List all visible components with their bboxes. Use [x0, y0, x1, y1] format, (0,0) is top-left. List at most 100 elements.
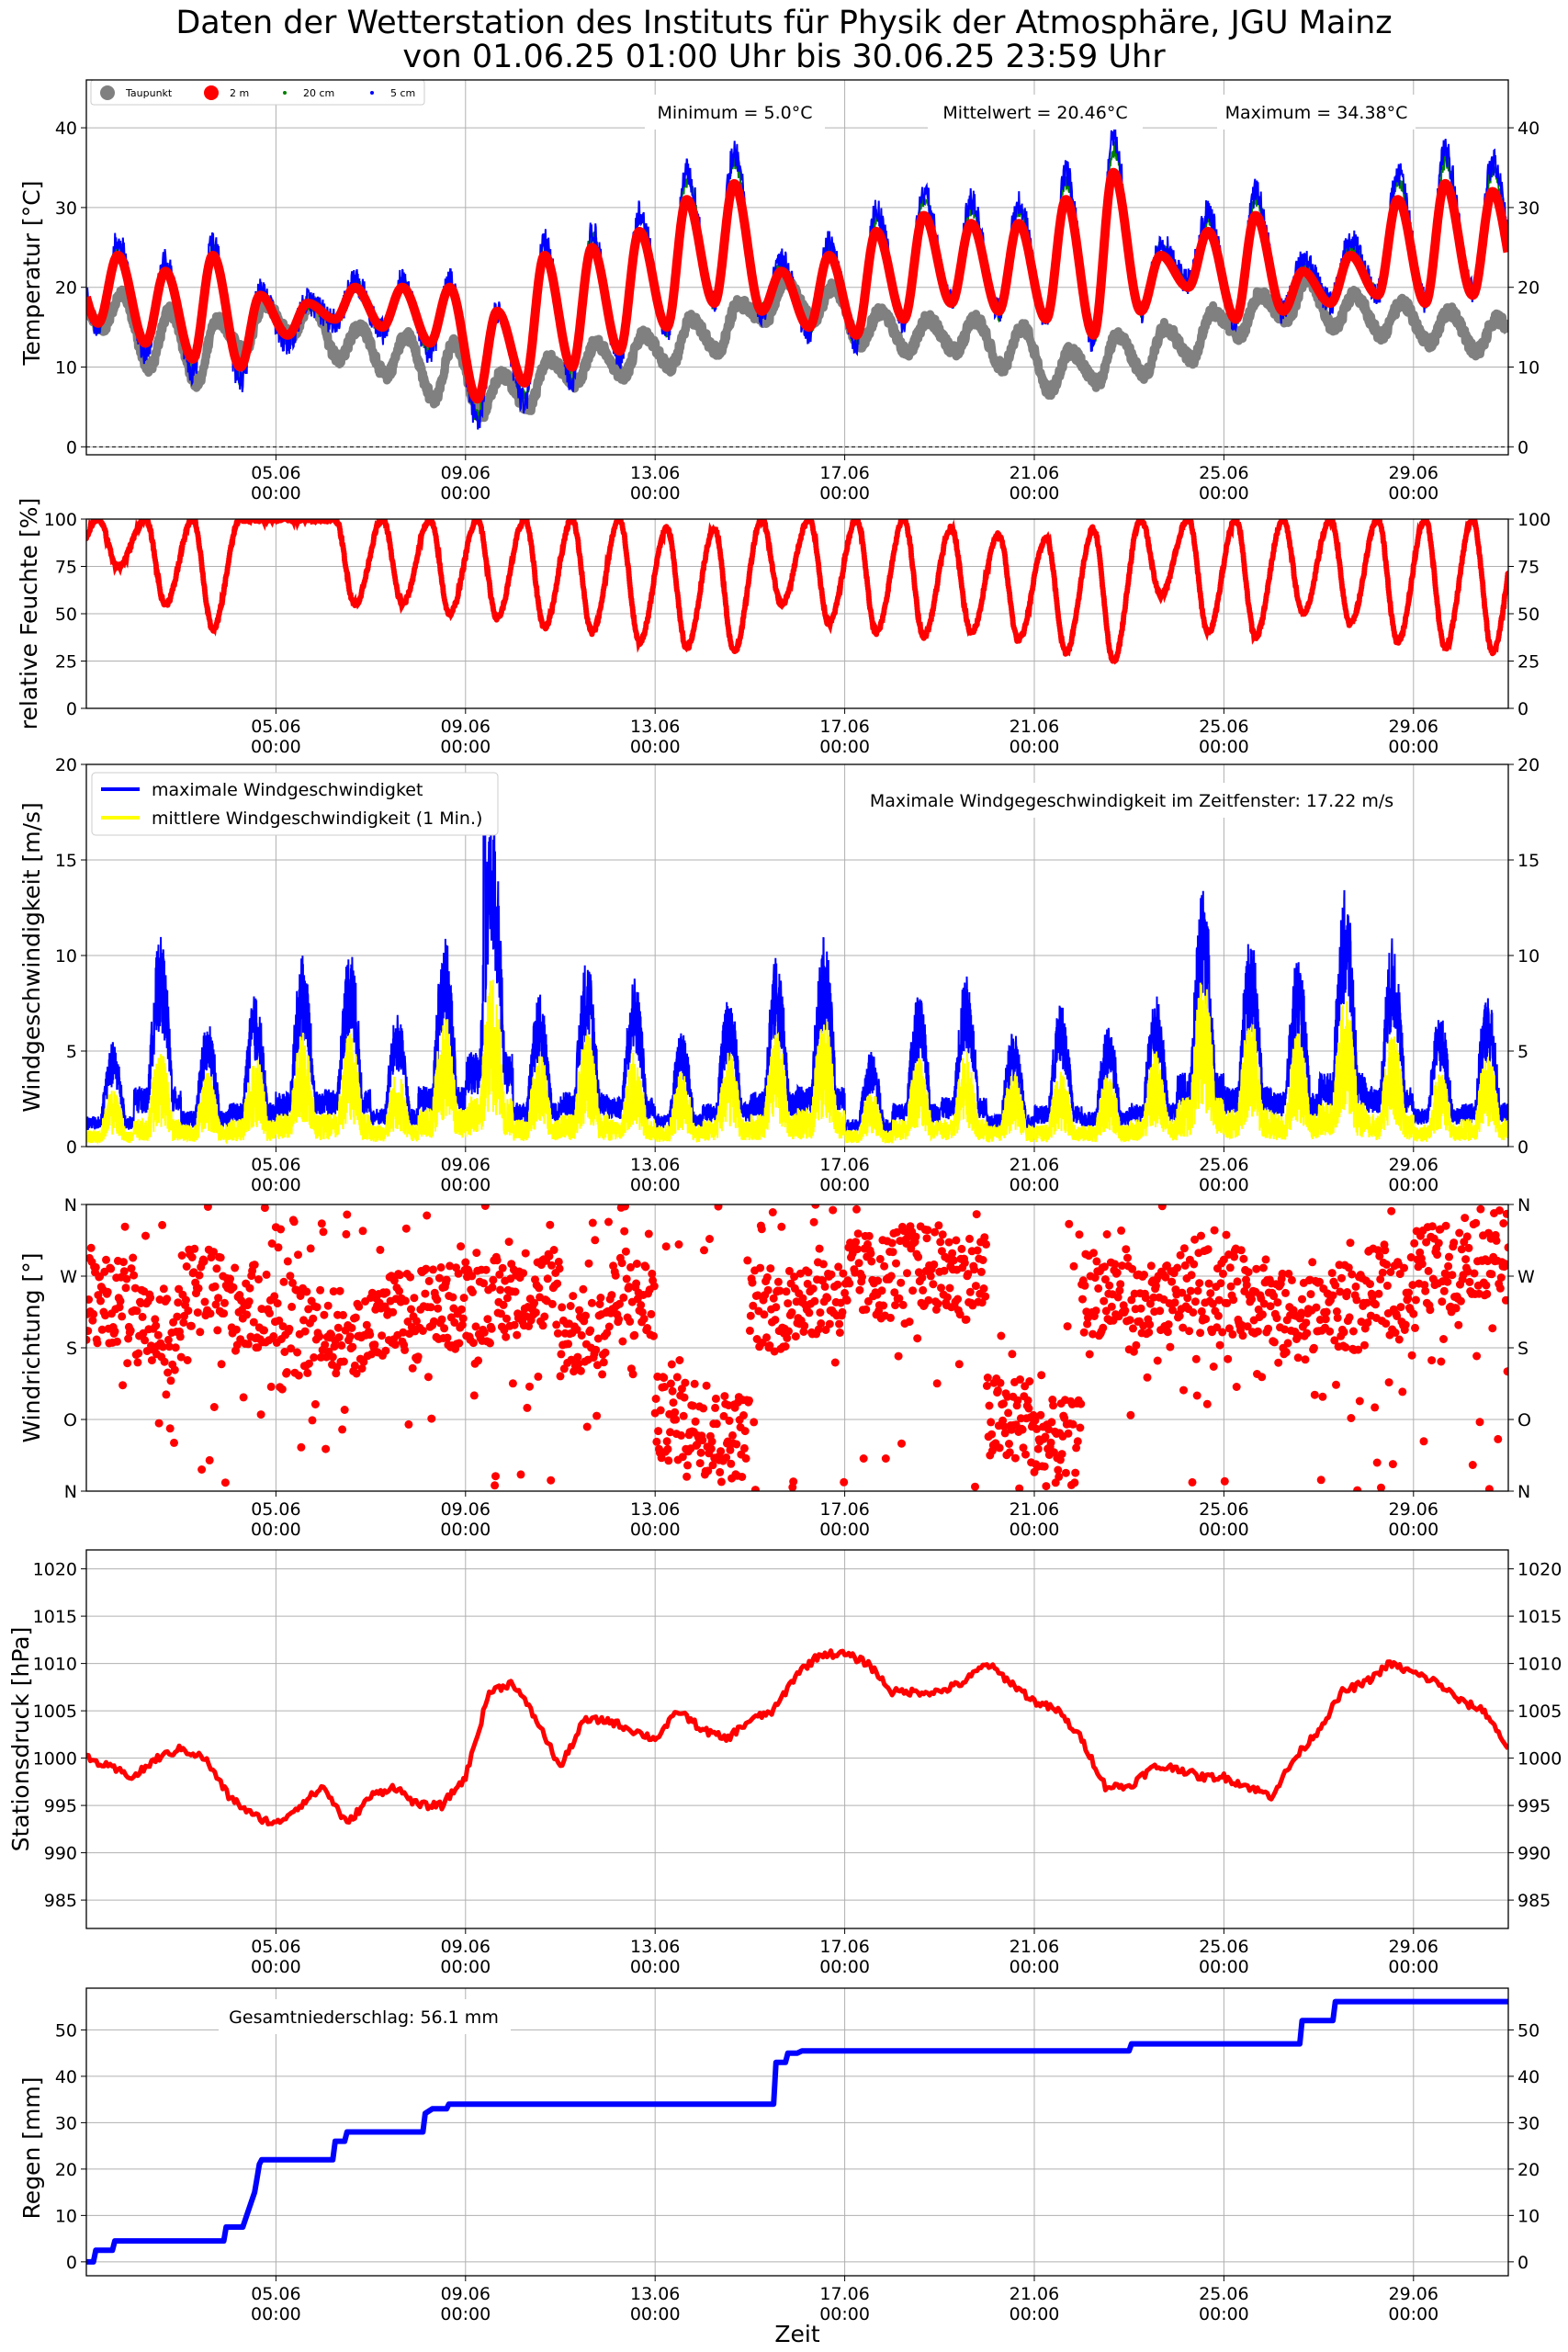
- wind-direction-point: [1049, 1401, 1058, 1410]
- wind-direction-point: [1226, 1282, 1235, 1291]
- wind-direction-point: [579, 1284, 588, 1294]
- wind-direction-point: [366, 1330, 375, 1340]
- wind-direction-point: [1080, 1281, 1089, 1290]
- wind-direction-point: [1503, 1367, 1508, 1376]
- wind-direction-point: [805, 1308, 814, 1317]
- chart-title-line2: von 01.06.25 01:00 Uhr bis 30.06.25 23:5…: [402, 39, 1166, 75]
- wind-direction-point: [243, 1310, 252, 1319]
- dir-ytick-label-left: N: [64, 1482, 77, 1502]
- wind-direction-point: [1216, 1279, 1225, 1288]
- wind-direction-point: [231, 1325, 241, 1334]
- wind-direction-point: [1470, 1269, 1479, 1278]
- press-xtick-date: 17.06: [819, 1937, 869, 1957]
- wind-direction-point: [339, 1310, 347, 1319]
- wind-direction-point: [923, 1226, 932, 1235]
- wind-direction-point: [211, 1300, 220, 1309]
- wind-direction-point: [866, 1249, 875, 1258]
- wind-direction-point: [666, 1428, 674, 1437]
- wind-direction-point: [840, 1288, 850, 1297]
- wind-direction-point: [184, 1306, 193, 1316]
- wind-direction-point: [101, 1311, 110, 1320]
- wind-direction-point: [1151, 1282, 1160, 1291]
- wind-direction-point: [1327, 1269, 1337, 1278]
- wind-direction-point: [763, 1285, 773, 1295]
- wind-direction-point: [458, 1314, 468, 1323]
- wind-direction-point: [1229, 1295, 1238, 1305]
- wind-direction-point: [1293, 1353, 1303, 1363]
- wind-direction-point: [1488, 1324, 1497, 1333]
- wind-direction-point: [134, 1349, 143, 1358]
- wind-xtick-time: 00:00: [440, 1175, 491, 1195]
- temperature-ylabel: Temperatur [°C]: [18, 181, 45, 367]
- wind-direction-point: [220, 1298, 229, 1307]
- wind-direction-point: [334, 1333, 344, 1342]
- wind-direction-point: [1421, 1286, 1430, 1295]
- wind-direction-point: [569, 1292, 578, 1301]
- rain-ytick-label-left: 30: [55, 2113, 77, 2133]
- wind-direction-point: [618, 1337, 627, 1346]
- wind-direction-point: [620, 1227, 629, 1236]
- wind-direction-point: [691, 1417, 700, 1426]
- wind-direction-point: [936, 1238, 945, 1247]
- wind-direction-point: [299, 1316, 308, 1325]
- wind-direction-point: [592, 1361, 602, 1370]
- wind-direction-point: [186, 1321, 196, 1330]
- wind-direction-point: [839, 1269, 848, 1278]
- wind-direction-point: [1122, 1245, 1131, 1254]
- temperature-panel: Temperatur [°C] Taupunkt 2 m 20 cm 5 cm …: [18, 79, 1540, 503]
- wind-direction-point: [835, 1329, 844, 1337]
- wind-direction-point: [1394, 1335, 1404, 1344]
- press-grid: [86, 1550, 1508, 1928]
- wind-direction-point: [660, 1383, 669, 1391]
- wind-direction-point: [1196, 1329, 1205, 1338]
- humidity-ylabel: relative Feuchte [%]: [16, 498, 42, 729]
- press-ytick-label-right: 995: [1517, 1796, 1551, 1816]
- wind-direction-point: [654, 1427, 663, 1436]
- rain-annotation-box: [219, 1999, 511, 2034]
- wind-direction-point: [1213, 1311, 1223, 1320]
- wind-direction-point: [621, 1247, 630, 1256]
- wind-direction-point: [1100, 1262, 1109, 1272]
- rh-xtick-date: 29.06: [1389, 717, 1438, 737]
- wind-direction-point: [115, 1303, 124, 1312]
- wind-direction-point: [1407, 1351, 1416, 1360]
- wind-direction-point: [1232, 1383, 1241, 1391]
- wind-direction-point: [1443, 1277, 1452, 1286]
- wind-direction-point: [1192, 1391, 1201, 1400]
- wind-direction-point: [1434, 1238, 1443, 1248]
- wind-direction-point: [592, 1411, 602, 1420]
- wind-direction-point: [249, 1317, 258, 1327]
- wind-direction-point: [689, 1401, 697, 1410]
- temp-ytick-label-right: 10: [1517, 358, 1540, 379]
- wind-direction-point: [1063, 1322, 1072, 1331]
- wind-direction-point: [1410, 1238, 1419, 1248]
- wind-direction-point: [1386, 1268, 1395, 1276]
- wind-direction-point: [162, 1390, 171, 1399]
- wind-direction-point: [1179, 1323, 1188, 1332]
- wind-direction-point: [854, 1259, 863, 1268]
- wind-direction-point: [159, 1284, 168, 1294]
- wind-direction-point: [874, 1276, 883, 1285]
- wind-direction-point: [474, 1356, 483, 1365]
- wind-direction-point: [1347, 1414, 1356, 1422]
- wind-direction-point: [486, 1339, 494, 1348]
- wind-direction-point: [704, 1466, 713, 1476]
- wind-direction-point: [949, 1256, 958, 1265]
- rh-ytick-label-left: 50: [55, 605, 77, 625]
- temp-xtick-time: 00:00: [251, 483, 301, 503]
- wind-direction-panel: Windrichtung [°] N NO OS SW WN N05.0600:0009.…: [18, 1195, 1535, 1540]
- wind-direction-point: [908, 1286, 918, 1295]
- wind-direction-point: [1332, 1307, 1341, 1316]
- wind-direction-point: [1455, 1228, 1464, 1238]
- rh-plot-area: [86, 519, 1508, 667]
- wind-direction-point: [669, 1398, 678, 1408]
- wind-direction-point: [970, 1265, 979, 1274]
- wind-direction-point: [1266, 1302, 1275, 1311]
- wind-max-annotation: Maximale Windgegeschwindigkeit im Zeitfe…: [870, 791, 1393, 811]
- wind-direction-point: [1055, 1472, 1064, 1481]
- wind-direction-point: [389, 1307, 398, 1317]
- wind-direction-point: [418, 1327, 427, 1335]
- wind-direction-point: [203, 1204, 212, 1211]
- wind-direction-point: [120, 1222, 130, 1231]
- wind-direction-point: [1042, 1482, 1051, 1491]
